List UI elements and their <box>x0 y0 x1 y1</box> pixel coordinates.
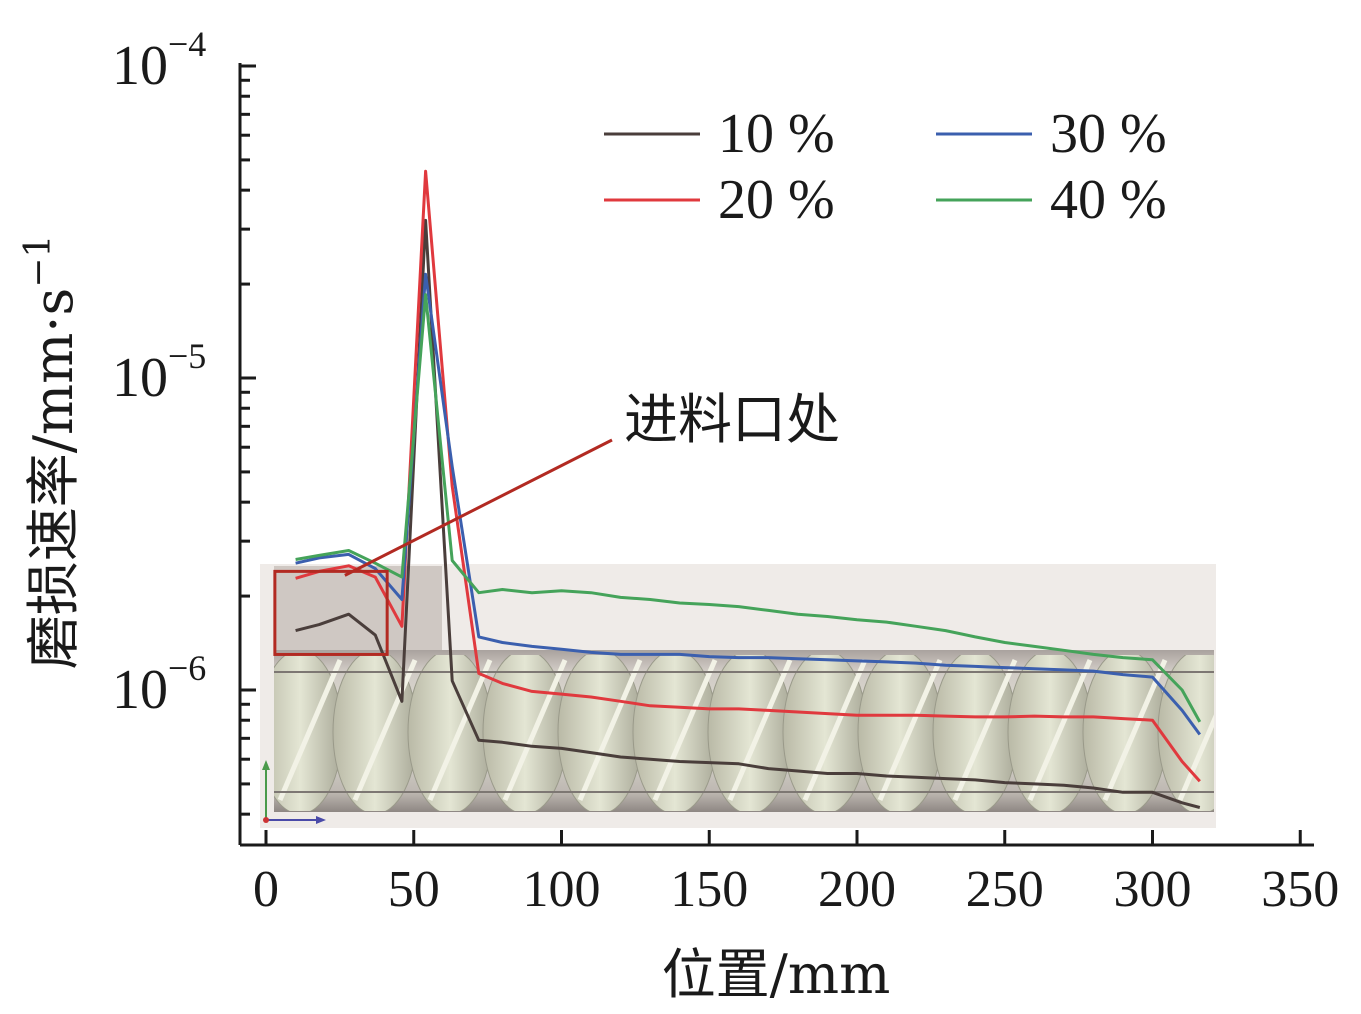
screw-flight-edge <box>952 659 1018 801</box>
screw-flight <box>632 655 718 811</box>
screw-flight-edge <box>727 659 793 801</box>
feed-inlet-leader-line <box>344 438 613 577</box>
y-axis-title: 磨损速率/mm·s−1 <box>18 235 85 670</box>
legend: 10 %20 % 30 %40 % <box>604 103 1167 231</box>
legend-label-1: 10 % <box>718 103 835 165</box>
screw-flight-edge <box>652 659 718 801</box>
x-tick-label: 250 <box>966 861 1044 918</box>
feed-inlet-label: 进料口处 <box>624 388 840 451</box>
screw-flight <box>782 655 868 811</box>
series-line-3 <box>295 272 1202 736</box>
x-tick-label: 50 <box>388 861 440 918</box>
legend-label-4: 40 % <box>1050 169 1167 231</box>
series-line-4 <box>295 293 1202 723</box>
screw-flight-edge <box>427 659 493 801</box>
x-axis-title: 位置/mm <box>662 943 891 1006</box>
feed-inlet-annotation: 进料口处 <box>273 388 840 656</box>
y-tick-label: 10−4 <box>112 24 206 97</box>
screw-flight-edge <box>502 659 568 801</box>
legend-label-3: 30 % <box>1050 103 1167 165</box>
x-tick-label: 150 <box>670 861 748 918</box>
screw-flight <box>932 655 1018 811</box>
series-layer <box>295 169 1202 809</box>
screw-flight-edge <box>277 659 343 801</box>
screw-flight <box>1233 650 1317 814</box>
x-tick-label: 350 <box>1261 861 1339 918</box>
series-line-2 <box>295 169 1201 783</box>
screw-flight <box>707 655 793 811</box>
screw-flight-edge <box>1102 659 1168 801</box>
legend-label-2: 20 % <box>718 169 835 231</box>
feed-inlet-box <box>273 569 389 656</box>
screw-model-image <box>260 564 1317 828</box>
screw-flight <box>857 655 943 811</box>
y-axis-title-exp: −1 <box>18 235 59 288</box>
y-tick-label: 10−6 <box>112 648 206 721</box>
x-tick-label: 200 <box>818 861 896 918</box>
axes: 0 50 100 150 200 250 300 350 10−6 10−5 10−4 <box>112 24 1339 918</box>
y-axis-title-unit: s <box>22 288 85 316</box>
screw-flight <box>1157 655 1214 811</box>
screw-flight-edge <box>352 659 418 801</box>
screw-flight <box>482 655 568 811</box>
y-axis-title-dot: · <box>22 316 85 333</box>
x-tick-label: 0 <box>253 861 279 918</box>
x-tick-label: 100 <box>523 861 601 918</box>
screw-flight-edge <box>1255 660 1315 800</box>
screw-flight <box>1007 655 1093 811</box>
screw-flight <box>557 655 643 811</box>
y-axis-title-main: 磨损速率/mm <box>22 333 85 670</box>
screw-flight-edge <box>802 659 868 801</box>
screw-flight-edge <box>1177 714 1214 801</box>
y-tick-label: 10−5 <box>112 336 206 409</box>
screw-flight-edge <box>577 659 643 801</box>
x-tick-label: 300 <box>1114 861 1192 918</box>
svg-text:磨损速率/mm·s−1: 磨损速率/mm·s−1 <box>18 235 85 670</box>
screw-flight-edge <box>1027 659 1093 801</box>
